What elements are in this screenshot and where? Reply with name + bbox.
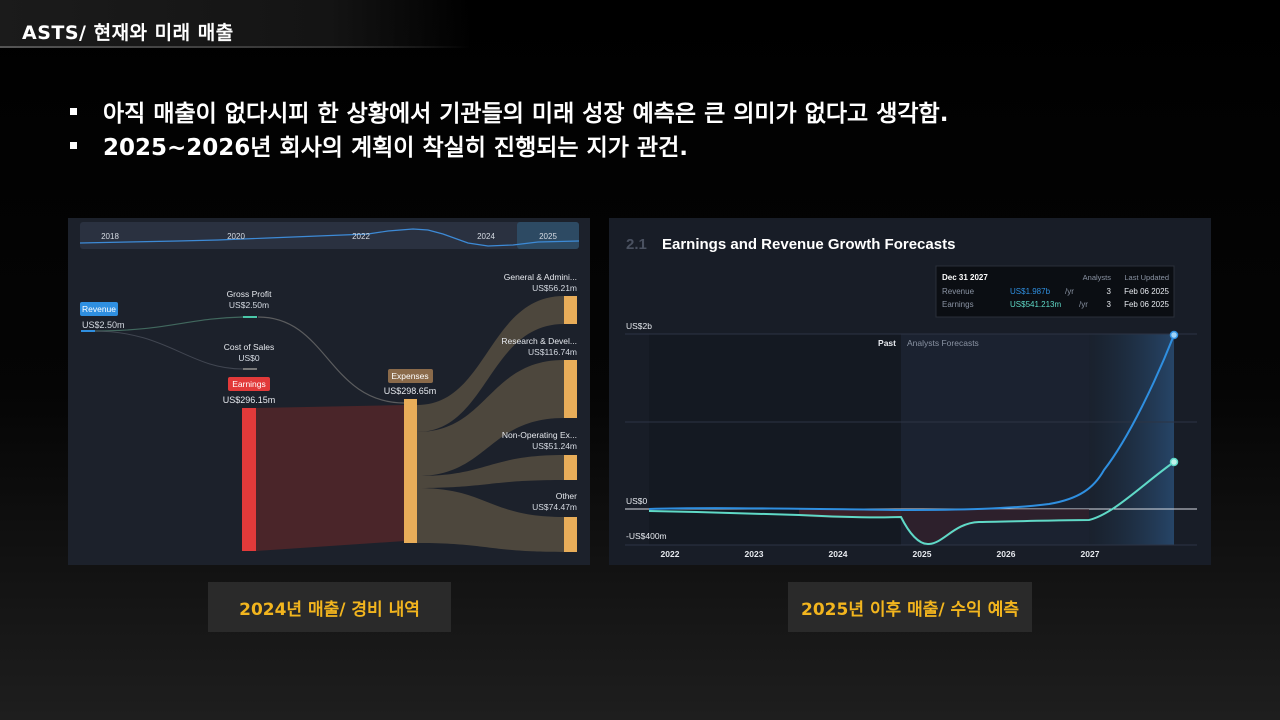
bullet-square-icon xyxy=(70,107,77,115)
bullet-item: 아직 매출이 없다시피 한 상황에서 기관들의 미래 성장 예측은 큰 의미가 … xyxy=(68,94,948,128)
section-number: 2.1 xyxy=(626,236,647,253)
tooltip-col-updated: Last Updated xyxy=(1124,273,1169,282)
node-earnings-bar xyxy=(242,408,256,551)
x-label: 2024 xyxy=(829,549,848,559)
past-label: Past xyxy=(878,338,896,348)
cost-of-sales-label: Cost of Sales xyxy=(224,342,275,352)
tooltip-earnings-value: US$541.213m xyxy=(1010,300,1061,309)
bullet-text: 아직 매출이 없다시피 한 상황에서 기관들의 미래 성장 예측은 큰 의미가 … xyxy=(103,101,949,127)
node-revenue-bar xyxy=(81,330,95,332)
expenses-tag xyxy=(388,369,433,383)
node-general-bar xyxy=(564,296,577,324)
flow-expenses-other xyxy=(417,488,564,552)
tooltip-row-unit: /yr xyxy=(1065,287,1074,296)
earnings-line xyxy=(648,461,1175,546)
node-expenses-bar xyxy=(404,399,417,543)
timeline-year: 2024 xyxy=(477,232,495,241)
tooltip-box xyxy=(935,265,1175,318)
general-value: US$56.21m xyxy=(532,283,577,293)
flow-expenses-research xyxy=(417,360,564,476)
y-label: -US$400m xyxy=(626,531,667,541)
timeline-line xyxy=(79,228,580,247)
tooltip-row-updated: Feb 06 2025 xyxy=(1124,300,1169,309)
earnings-value: US$296.15m xyxy=(223,395,276,405)
expenses-label: Expenses xyxy=(391,371,428,381)
bullet-item: 2025~2026년 회사의 계획이 착실히 진행되는 지가 관건. xyxy=(68,128,948,162)
bullet-text: 2025~2026년 회사의 계획이 착실히 진행되는 지가 관건. xyxy=(103,135,688,161)
research-label: Research & Devel... xyxy=(501,336,577,346)
node-nonop-bar xyxy=(564,455,577,480)
sankey-panel: 2018 2020 2022 2024 2025 Revenue US$2.50… xyxy=(68,218,590,565)
gross-profit-label: Gross Profit xyxy=(227,289,273,299)
bullet-square-icon xyxy=(70,141,77,149)
tooltip-row-unit: /yr xyxy=(1079,300,1088,309)
node-gross-bar xyxy=(243,316,257,318)
title-bar: ASTS/ 현재와 미래 매출 xyxy=(0,0,470,48)
other-label: Other xyxy=(556,491,577,501)
revenue-endpoint[interactable] xyxy=(1169,330,1179,340)
flow-revenue-gross xyxy=(92,316,244,332)
timeline-year: 2020 xyxy=(227,232,245,241)
node-cost-bar xyxy=(243,368,257,370)
x-label: 2022 xyxy=(661,549,680,559)
chart-title: Earnings and Revenue Growth Forecasts xyxy=(662,236,955,253)
x-label: 2023 xyxy=(745,549,764,559)
sankey-chart: 2018 2020 2022 2024 2025 Revenue US$2.50… xyxy=(79,222,580,552)
earnings-label: Earnings xyxy=(232,379,266,389)
timeline-year: 2018 xyxy=(101,232,119,241)
tooltip-date: Dec 31 2027 xyxy=(942,273,988,282)
y-label: US$0 xyxy=(626,496,648,506)
tooltip-col-analysts: Analysts xyxy=(1083,273,1112,282)
flow-gross-expenses xyxy=(257,316,406,404)
timeline-year: 2025 xyxy=(539,232,557,241)
tooltip-row-name: Revenue xyxy=(942,287,975,296)
forecast-chart: 2.1 Earnings and Revenue Growth Forecast… xyxy=(625,236,1197,559)
y-label: US$2b xyxy=(626,321,652,331)
timeline-year: 2022 xyxy=(352,232,370,241)
revenue-label: Revenue xyxy=(82,304,116,314)
revenue-value: US$2.50m xyxy=(82,320,125,330)
nonop-value: US$51.24m xyxy=(532,441,577,451)
revenue-line xyxy=(648,334,1175,512)
node-research-bar xyxy=(564,360,577,418)
nonop-label: Non-Operating Ex... xyxy=(502,430,577,440)
tooltip-revenue-value: US$1.987b xyxy=(1010,287,1051,296)
expenses-value: US$298.65m xyxy=(384,386,437,396)
x-label: 2025 xyxy=(913,549,932,559)
bullet-list: 아직 매출이 없다시피 한 상황에서 기관들의 미래 성장 예측은 큰 의미가 … xyxy=(68,94,948,162)
node-other-bar xyxy=(564,517,577,552)
forecast-tooltip: Dec 31 2027 Analysts Last Updated Revenu… xyxy=(935,265,1175,318)
right-caption: 2025년 이후 매출/ 수익 예측 xyxy=(788,582,1032,632)
tooltip-row-updated: Feb 06 2025 xyxy=(1124,287,1169,296)
page-title: ASTS/ 현재와 미래 매출 xyxy=(22,22,234,44)
title-underline xyxy=(0,46,470,48)
earnings-endpoint[interactable] xyxy=(1169,457,1179,467)
cost-of-sales-value: US$0 xyxy=(238,353,260,363)
flow-earnings-expenses xyxy=(256,405,405,551)
research-value: US$116.74m xyxy=(528,347,577,357)
flow-expenses-nonop xyxy=(417,455,564,488)
x-label: 2026 xyxy=(997,549,1016,559)
tooltip-row-analysts: 3 xyxy=(1107,300,1112,309)
flow-expenses-general xyxy=(417,296,564,432)
x-label: 2027 xyxy=(1081,549,1100,559)
flow-revenue-cost xyxy=(92,330,244,370)
other-value: US$74.47m xyxy=(532,502,577,512)
forecast-panel: 2.1 Earnings and Revenue Growth Forecast… xyxy=(609,218,1211,565)
forecast-label: Analysts Forecasts xyxy=(907,338,979,348)
revenue-tag xyxy=(80,302,118,316)
left-caption: 2024년 매출/ 경비 내역 xyxy=(208,582,451,632)
gross-profit-value: US$2.50m xyxy=(229,300,269,310)
tooltip-row-name: Earnings xyxy=(942,300,974,309)
tooltip-row-analysts: 3 xyxy=(1107,287,1112,296)
earnings-tag xyxy=(228,377,270,391)
general-label: General & Admini... xyxy=(504,272,577,282)
